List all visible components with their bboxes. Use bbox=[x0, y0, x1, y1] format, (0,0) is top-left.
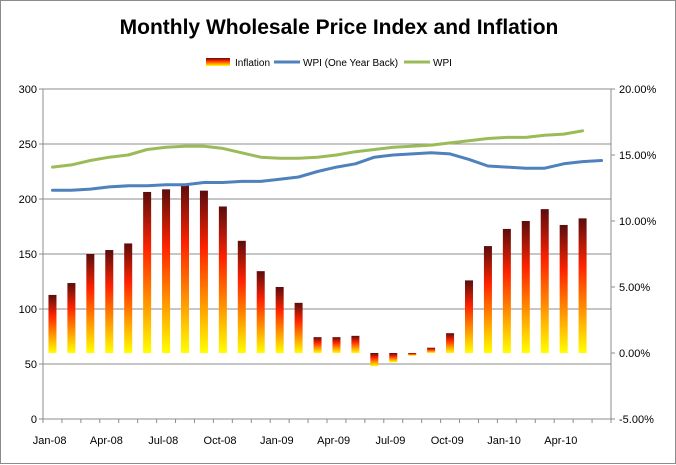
x-axis-tick-label: Jul-09 bbox=[375, 435, 405, 447]
legend-swatch-inflation bbox=[206, 58, 230, 66]
inflation-bar bbox=[521, 221, 530, 353]
inflation-bar bbox=[370, 353, 379, 367]
series-line-wpi-one-year-back bbox=[50, 151, 604, 192]
x-axis-tick-label: Oct-08 bbox=[204, 435, 237, 447]
legend: Inflation WPI (One Year Back) WPI bbox=[206, 58, 452, 69]
inflation-bar bbox=[181, 184, 189, 353]
right-axis-tick-label: 15.00% bbox=[619, 150, 657, 162]
inflation-bar bbox=[559, 224, 568, 353]
inflation-bar bbox=[540, 209, 549, 353]
inflation-bar bbox=[427, 347, 436, 353]
inflation-bar bbox=[465, 280, 473, 353]
x-axis-tick-label: Jan-09 bbox=[260, 435, 294, 447]
inflation-bar bbox=[332, 337, 341, 353]
x-axis-ticks: Jan-08 Apr-08 Jul-08 Oct-08 Jan-09 Apr-09 Jul-… bbox=[33, 435, 578, 447]
inflation-bar bbox=[218, 206, 227, 353]
inflation-bar bbox=[237, 240, 246, 353]
left-axis-tick-label: 150 bbox=[19, 249, 37, 261]
gridlines bbox=[43, 88, 611, 365]
inflation-bar bbox=[578, 218, 587, 353]
inflation-bar bbox=[483, 246, 492, 353]
right-axis-tick-label: 10.00% bbox=[619, 216, 657, 228]
left-axis-tick-label: 0 bbox=[31, 414, 37, 426]
legend-label-wpi-one-year-back: WPI (One Year Back) bbox=[303, 58, 398, 69]
x-axis-tick-label: Oct-09 bbox=[431, 435, 464, 447]
right-axis-tick-label: 20.00% bbox=[619, 84, 657, 96]
chart-title: Monthly Wholesale Price Index and Inflat… bbox=[120, 16, 559, 39]
x-axis-tick-label: Jan-08 bbox=[33, 435, 67, 447]
legend-item-wpi: WPI bbox=[404, 58, 452, 69]
right-axis-tick-label: 0.00% bbox=[619, 348, 650, 360]
inflation-bar bbox=[143, 191, 152, 353]
right-axis-tick-label: -5.00% bbox=[619, 414, 654, 426]
left-axis-ticks: 0 50 100 150 200 250 300 bbox=[19, 84, 43, 426]
inflation-bar bbox=[105, 250, 114, 353]
inflation-bar bbox=[48, 294, 57, 353]
inflation-bar bbox=[199, 190, 208, 353]
inflation-bar bbox=[86, 254, 95, 353]
left-axis-tick-label: 300 bbox=[19, 84, 37, 96]
inflation-bar bbox=[294, 302, 303, 353]
legend-label-inflation: Inflation bbox=[235, 58, 270, 69]
inflation-bar bbox=[256, 271, 265, 353]
legend-label-wpi: WPI bbox=[433, 58, 452, 69]
right-axis-tick-label: 5.00% bbox=[619, 282, 650, 294]
inflation-bar bbox=[313, 337, 322, 353]
inflation-bar bbox=[502, 228, 511, 353]
inflation-bar bbox=[124, 243, 133, 353]
x-axis-tick-label: Apr-08 bbox=[90, 435, 123, 447]
right-axis-ticks: -5.00% 0.00% 5.00% 10.00% 15.00% 20.00% bbox=[611, 84, 657, 426]
inflation-bar bbox=[351, 335, 360, 353]
inflation-bar bbox=[162, 189, 171, 353]
inflation-bars bbox=[48, 184, 587, 367]
x-axis-tick-label: Jul-08 bbox=[148, 435, 178, 447]
x-axis-tick-label: Jan-10 bbox=[487, 435, 521, 447]
x-axis-tick-label: Apr-10 bbox=[544, 435, 577, 447]
inflation-bar bbox=[275, 287, 284, 353]
x-axis-tick-label: Apr-09 bbox=[317, 435, 350, 447]
legend-item-inflation: Inflation bbox=[206, 58, 270, 69]
inflation-bar bbox=[408, 353, 417, 356]
inflation-bar bbox=[67, 283, 76, 353]
legend-item-wpi-one-year-back: WPI (One Year Back) bbox=[274, 58, 398, 69]
left-axis-tick-label: 50 bbox=[25, 359, 37, 371]
series-line-wpi bbox=[50, 129, 585, 169]
inflation-bar bbox=[389, 353, 398, 363]
inflation-bar bbox=[446, 333, 455, 353]
left-axis-tick-label: 200 bbox=[19, 194, 37, 206]
wpi-lines bbox=[50, 129, 604, 192]
left-axis-tick-label: 250 bbox=[19, 139, 37, 151]
left-axis-tick-label: 100 bbox=[19, 304, 37, 316]
